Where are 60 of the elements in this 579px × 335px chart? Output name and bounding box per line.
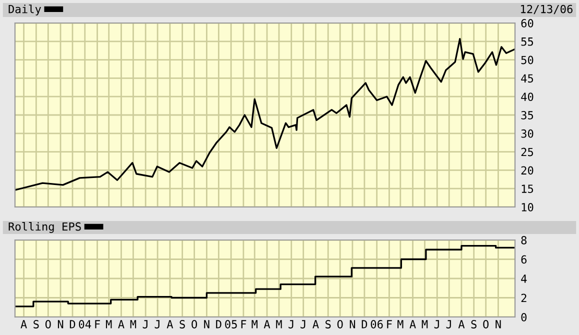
y-tick-label: 20	[521, 166, 534, 175]
y-tick-label: 10	[522, 203, 534, 212]
x-tick-label: M	[130, 320, 136, 328]
y-tick-label: 2	[521, 294, 526, 302]
y-tick-label: 50	[521, 56, 534, 64]
x-tick-label: N	[58, 320, 64, 328]
legend-label: Rolling EPS	[8, 222, 81, 233]
x-tick-label: A	[264, 320, 270, 328]
y-tick-label: 0	[521, 313, 527, 322]
x-tick-label: O	[45, 320, 51, 328]
x-tick-label: 05	[225, 320, 237, 328]
x-tick-label: J	[154, 320, 160, 328]
y-tick-label: 60	[521, 19, 534, 28]
x-tick-label: M	[422, 320, 428, 328]
x-tick-label: A	[20, 320, 27, 328]
y-tick-label: 25	[521, 148, 534, 156]
x-tick-label: N	[350, 320, 356, 328]
x-tick-label: J	[300, 320, 306, 328]
x-tick-label: J	[446, 320, 451, 328]
y-tick-label: 4	[521, 274, 527, 283]
y-tick-label: 35	[521, 111, 534, 120]
y-tick-label: 55	[521, 38, 534, 46]
x-tick-label: M	[276, 320, 282, 328]
x-tick-label: D	[362, 320, 368, 328]
x-tick-label: O	[483, 320, 489, 328]
x-tick-label: A	[312, 320, 319, 328]
x-tick-label: N	[204, 320, 210, 328]
y-tick-label: 15	[522, 184, 534, 194]
line-series	[15, 38, 515, 191]
y-tick-label: 30	[521, 129, 534, 138]
x-tick-label: O	[192, 320, 198, 328]
x-tick-label: J	[434, 320, 439, 328]
x-tick-label: J	[142, 320, 148, 328]
x-tick-label: S	[34, 320, 39, 328]
text: 12/13/06	[521, 4, 572, 14]
x-tick-label: M	[106, 320, 112, 328]
x-tick-label: S	[180, 320, 185, 328]
x-tick-label: D	[216, 320, 222, 328]
x-tick-label: J	[288, 320, 294, 328]
x-tick-label: F	[387, 320, 392, 328]
x-tick-label: F	[95, 320, 100, 328]
legend-label: Daily	[8, 4, 42, 16]
x-tick-label: M	[398, 320, 404, 328]
y-tick-label: 8	[521, 236, 527, 244]
x-tick-label: N	[496, 320, 501, 328]
x-tick-label: A	[458, 320, 465, 328]
y-tick-label: 40	[521, 92, 534, 102]
x-tick-label: 06	[370, 320, 383, 328]
x-tick-label: S	[326, 320, 331, 328]
x-tick-label: A	[166, 320, 174, 328]
x-tick-label: S	[471, 320, 476, 328]
x-tick-label: A	[118, 320, 124, 328]
x-tick-label: 04	[78, 320, 92, 328]
x-tick-label: A	[410, 320, 416, 328]
x-tick-label: D	[70, 320, 76, 328]
y-tick-label: 6	[521, 255, 527, 264]
x-tick-label: M	[252, 320, 258, 328]
y-tick-label: 45	[521, 74, 534, 83]
x-tick-label: O	[337, 320, 343, 328]
x-tick-label: F	[241, 320, 246, 328]
